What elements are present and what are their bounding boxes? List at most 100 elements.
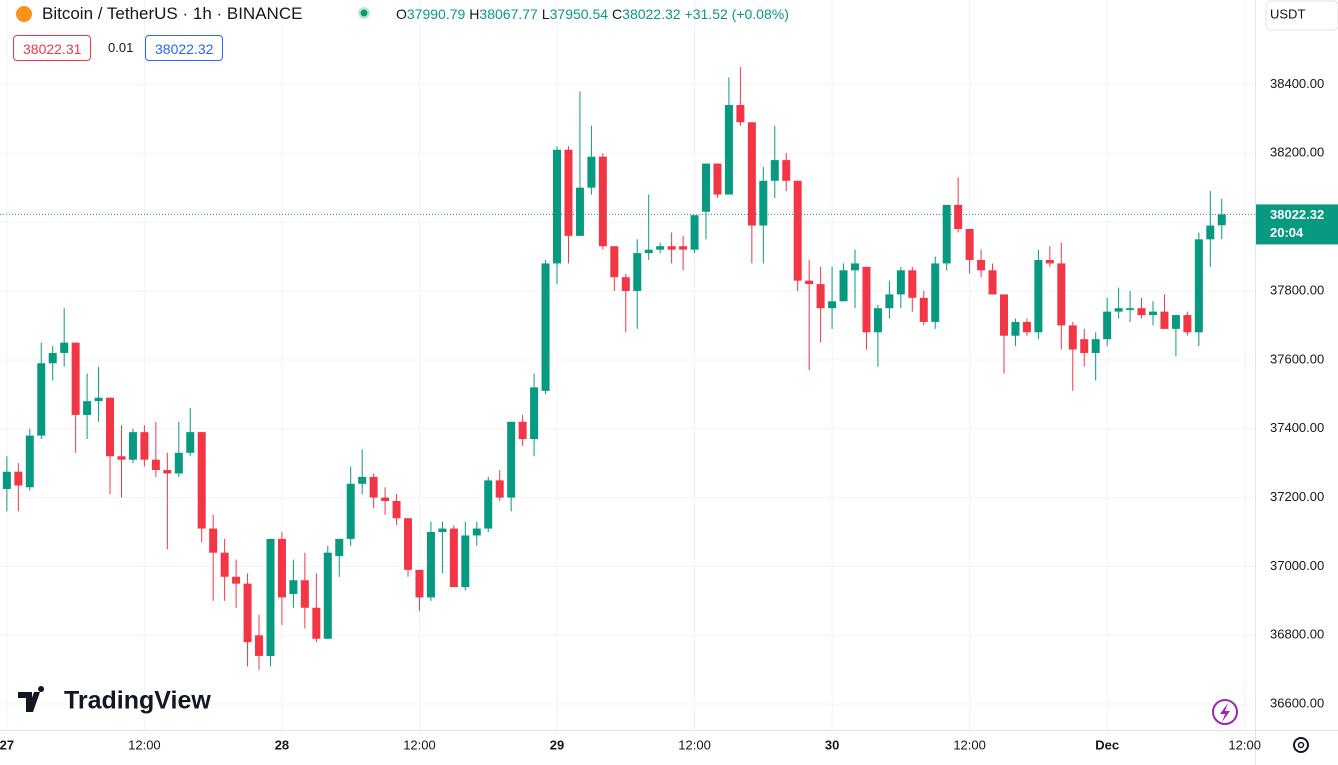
candle-body <box>541 263 550 391</box>
candle-body <box>449 528 458 588</box>
candle-body <box>1103 311 1112 340</box>
x-tick-label: Dec <box>1095 737 1119 752</box>
candle-body <box>60 342 69 353</box>
candle-body <box>965 228 974 260</box>
candle-body <box>885 294 894 309</box>
candle-body <box>908 270 917 298</box>
x-tick-label: 29 <box>550 737 564 752</box>
x-tick-label: 12:00 <box>128 737 161 752</box>
symbol: Bitcoin / TetherUS · 1h · BINANCE <box>42 4 303 23</box>
y-tick-label: 38400.00 <box>1270 76 1324 91</box>
lightning-button[interactable] <box>1212 699 1238 725</box>
candle-body <box>174 452 183 474</box>
candle-body <box>828 301 837 309</box>
candle-body <box>1160 311 1169 329</box>
currency-button[interactable] <box>1265 0 1338 31</box>
candle-body <box>1148 311 1157 316</box>
high-value: 38067.77 <box>479 6 538 22</box>
open-value: 37990.79 <box>406 6 466 22</box>
candle-body <box>896 270 905 295</box>
candle-body <box>289 580 298 594</box>
candle-body <box>277 538 286 598</box>
change: +31.52 (+0.08%) <box>684 6 789 22</box>
x-tick-label: 27 <box>0 737 14 752</box>
x-tick-label: 12:00 <box>678 737 711 752</box>
candle-body <box>530 387 539 440</box>
close-value: 38022.32 <box>622 6 681 22</box>
candle-body <box>335 538 344 557</box>
candle-body <box>14 471 23 486</box>
candle-body <box>381 497 390 502</box>
coin-icon <box>16 6 32 22</box>
candle-body <box>702 163 711 212</box>
candle-body <box>209 528 218 553</box>
candle-body <box>724 105 733 195</box>
axis-border <box>0 730 1338 731</box>
candle-body <box>255 635 264 656</box>
candle-body <box>690 215 699 250</box>
candle-body <box>37 363 46 436</box>
buy-button[interactable]: 38022.32 <box>145 35 224 61</box>
logo: TradingView <box>18 686 211 715</box>
y-tick-label: 36600.00 <box>1270 696 1324 711</box>
settings-icon <box>1297 741 1305 749</box>
candle-body <box>415 569 424 598</box>
status-dot-inner <box>360 9 368 17</box>
y-tick-label: 38200.00 <box>1270 145 1324 160</box>
candle-body <box>644 249 653 254</box>
candle-body <box>564 149 573 236</box>
candle-body <box>816 284 825 309</box>
candle-body <box>1137 308 1146 316</box>
countdown: 20:04 <box>1270 225 1304 240</box>
candle-body <box>128 432 137 460</box>
candle-body <box>759 180 768 226</box>
candle-body <box>438 528 447 533</box>
candle-body <box>472 528 481 536</box>
sell-button[interactable]: 38022.31 <box>13 35 92 61</box>
candle-body <box>977 259 986 271</box>
candle-body <box>988 270 997 295</box>
brand: TradingView <box>64 687 211 715</box>
candles <box>0 67 1255 670</box>
candle-body <box>426 532 435 598</box>
candle-body <box>312 607 321 639</box>
candle-body <box>1080 339 1089 353</box>
settings-button[interactable] <box>1293 737 1309 753</box>
y-tick-label: 36800.00 <box>1270 627 1324 642</box>
candle-body <box>1114 308 1123 312</box>
x-tick-label: 28 <box>275 737 289 752</box>
candle-body <box>1022 321 1031 333</box>
candle-body <box>243 583 252 643</box>
candle-body <box>610 246 619 278</box>
candle-body <box>1091 339 1100 353</box>
candle-body <box>1000 294 1008 336</box>
candle-body <box>1217 214 1226 226</box>
y-tick-label: 37400.00 <box>1270 420 1324 435</box>
candle-body <box>518 421 527 440</box>
candle-body <box>1068 325 1077 350</box>
candle-body <box>736 105 745 123</box>
y-tick-label: 37200.00 <box>1270 489 1324 504</box>
candle-body <box>633 253 642 291</box>
axis-border <box>1255 0 1256 765</box>
price-label-bg <box>1256 204 1338 245</box>
candle-body <box>346 483 355 539</box>
axes: 36600.00 36800.00 37000.00 37200.00 37400.00… <box>0 76 1338 752</box>
y-tick-label: 37800.00 <box>1270 282 1324 297</box>
candle-body <box>300 580 309 608</box>
candle-body <box>851 263 860 271</box>
y-tick-label: 37000.00 <box>1270 558 1324 573</box>
candle-body <box>575 187 584 236</box>
candle-body <box>369 476 378 498</box>
candle-body <box>186 432 195 453</box>
candle-body <box>404 518 413 570</box>
candle-body <box>1171 315 1180 329</box>
candle-body <box>1194 239 1203 333</box>
candle-body <box>679 246 688 250</box>
candle-body <box>71 342 80 415</box>
candle-body <box>106 397 115 457</box>
candle-body <box>25 435 34 488</box>
candle-body <box>83 401 92 415</box>
